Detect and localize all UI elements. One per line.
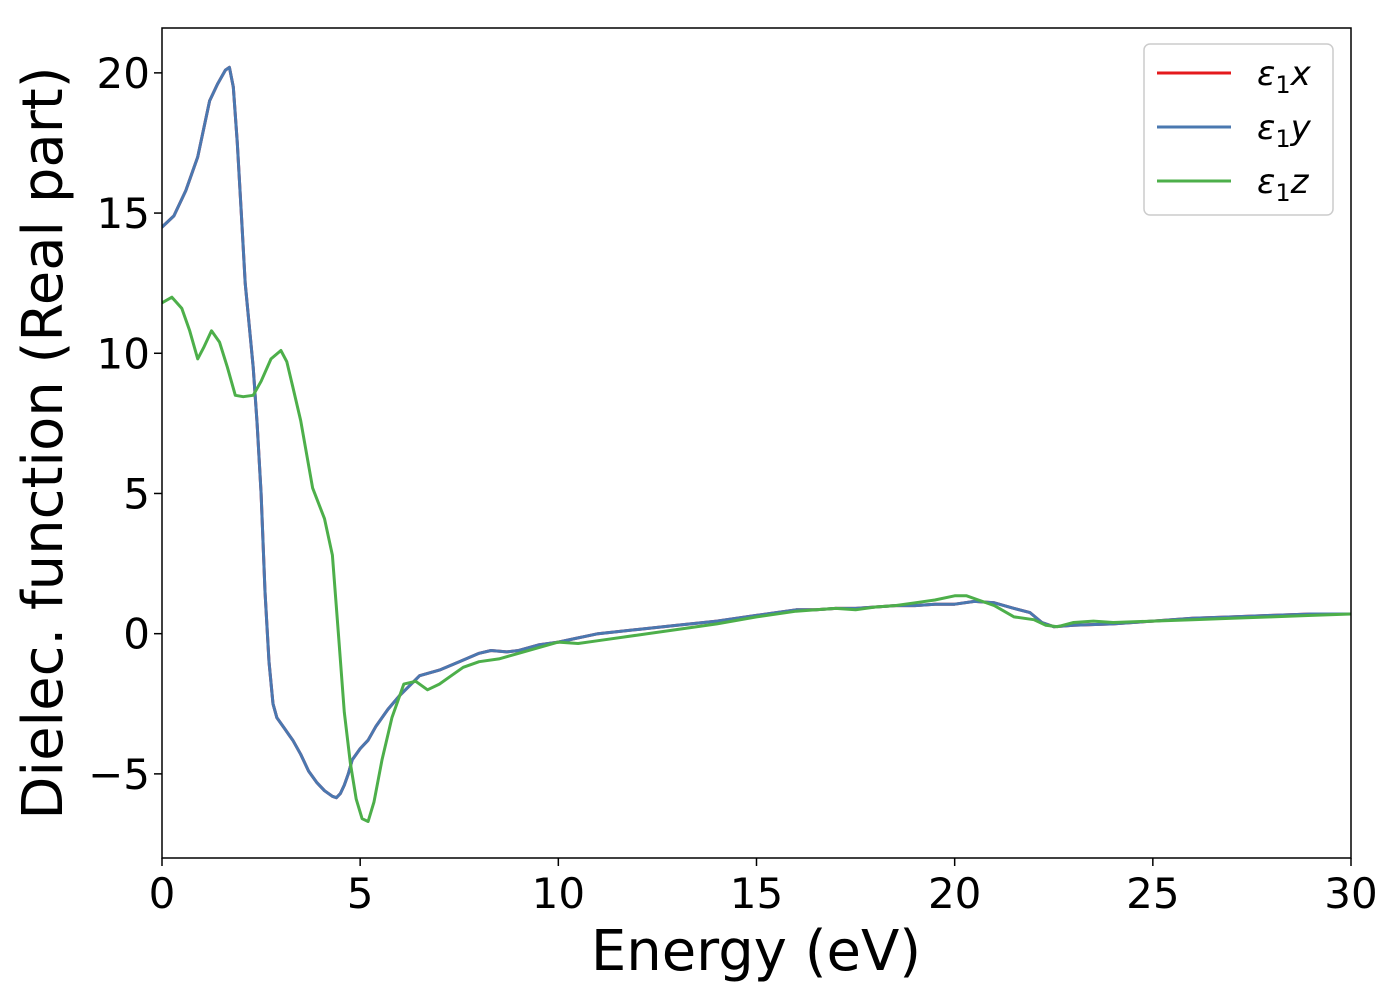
- legend-label-x: ε1x: [1257, 54, 1312, 99]
- y-tick-label: 5: [123, 469, 150, 518]
- legend-label-z: ε1z: [1257, 162, 1310, 207]
- y-tick-label: 10: [97, 329, 150, 378]
- x-tick-label: 20: [928, 869, 981, 918]
- x-axis: 0 5 10 15 20 25 30: [149, 858, 1378, 918]
- legend: ε1x ε1y ε1z: [1143, 43, 1334, 216]
- legend-box: [1143, 43, 1334, 216]
- x-tick-label: 5: [347, 869, 374, 918]
- x-tick-label: 10: [532, 869, 585, 918]
- y-tick-label: −5: [88, 750, 150, 799]
- x-tick-label: 25: [1126, 869, 1179, 918]
- x-tick-label: 30: [1324, 869, 1377, 918]
- y-axis: −5 0 5 10 15 20: [88, 49, 162, 799]
- x-tick-label: 15: [730, 869, 783, 918]
- y-tick-label: 15: [97, 189, 150, 238]
- x-axis-label: Energy (eV): [591, 919, 921, 984]
- legend-label-y: ε1y: [1257, 108, 1312, 153]
- y-tick-label: 20: [97, 49, 150, 98]
- series-line-z: [162, 295, 1351, 823]
- y-axis-label: Dielec. function (Real part): [11, 66, 76, 819]
- series-layer: [162, 65, 1351, 823]
- y-tick-label: 0: [123, 610, 150, 659]
- x-tick-label: 0: [149, 869, 176, 918]
- series-line-y: [162, 65, 1351, 800]
